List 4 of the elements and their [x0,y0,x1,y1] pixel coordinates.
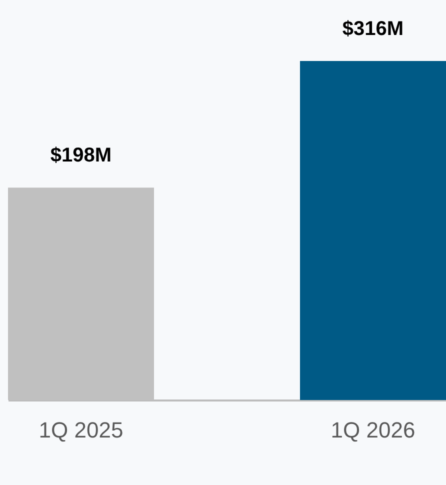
x-tick-label: 1Q 2025 [38,418,124,442]
data-label: $316M [342,18,404,40]
data-label: $198M [50,144,112,167]
x-tick-label: 1Q 2026 [330,418,416,442]
